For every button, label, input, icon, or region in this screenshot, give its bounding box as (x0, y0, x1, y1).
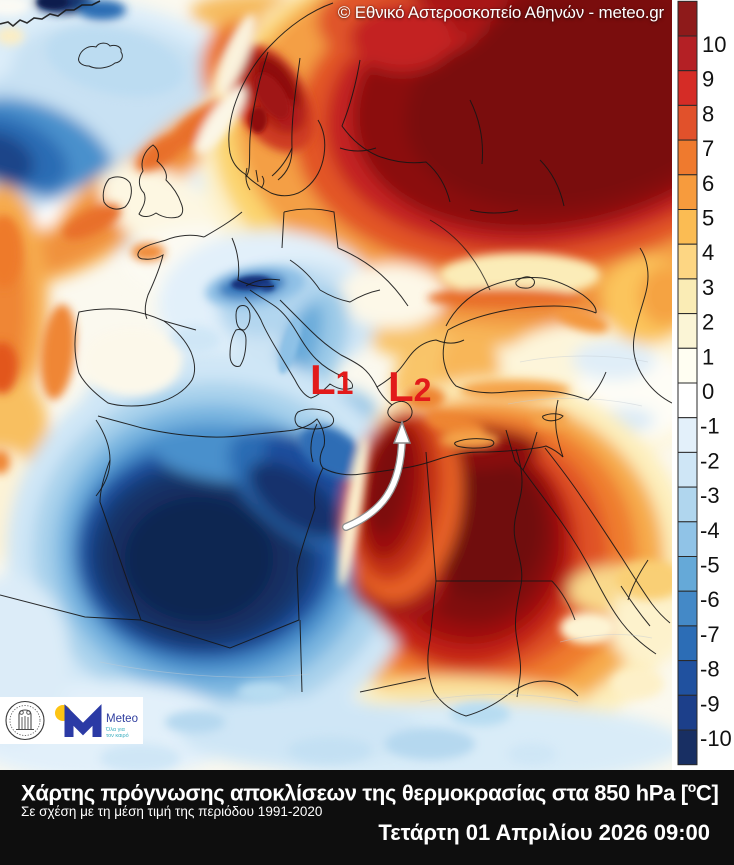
svg-text:Όλα για: Όλα για (105, 727, 126, 733)
svg-text:-1: -1 (700, 414, 720, 439)
svg-text:4: 4 (702, 240, 714, 265)
svg-text:9: 9 (702, 67, 714, 92)
svg-text:-10: -10 (700, 726, 732, 751)
svg-text:3: 3 (702, 275, 714, 300)
svg-text:8: 8 (702, 101, 714, 126)
svg-text:-6: -6 (700, 587, 720, 612)
svg-text:-9: -9 (700, 691, 720, 716)
svg-text:Meteo: Meteo (106, 713, 138, 725)
svg-text:5: 5 (702, 206, 714, 231)
svg-text:7: 7 (702, 136, 714, 161)
svg-text:-7: -7 (700, 622, 720, 647)
svg-text:-8: -8 (700, 657, 720, 682)
svg-text:τον καιρό: τον καιρό (106, 732, 129, 739)
svg-text:10: 10 (702, 32, 726, 57)
svg-text:-2: -2 (700, 448, 720, 473)
svg-text:-3: -3 (700, 483, 720, 508)
svg-text:-4: -4 (700, 518, 720, 543)
svg-text:0: 0 (702, 379, 714, 404)
svg-text:-5: -5 (700, 553, 720, 578)
svg-text:2: 2 (702, 310, 714, 335)
svg-text:1: 1 (702, 344, 714, 369)
svg-text:6: 6 (702, 171, 714, 196)
svg-text:L1: L1 (310, 356, 353, 403)
